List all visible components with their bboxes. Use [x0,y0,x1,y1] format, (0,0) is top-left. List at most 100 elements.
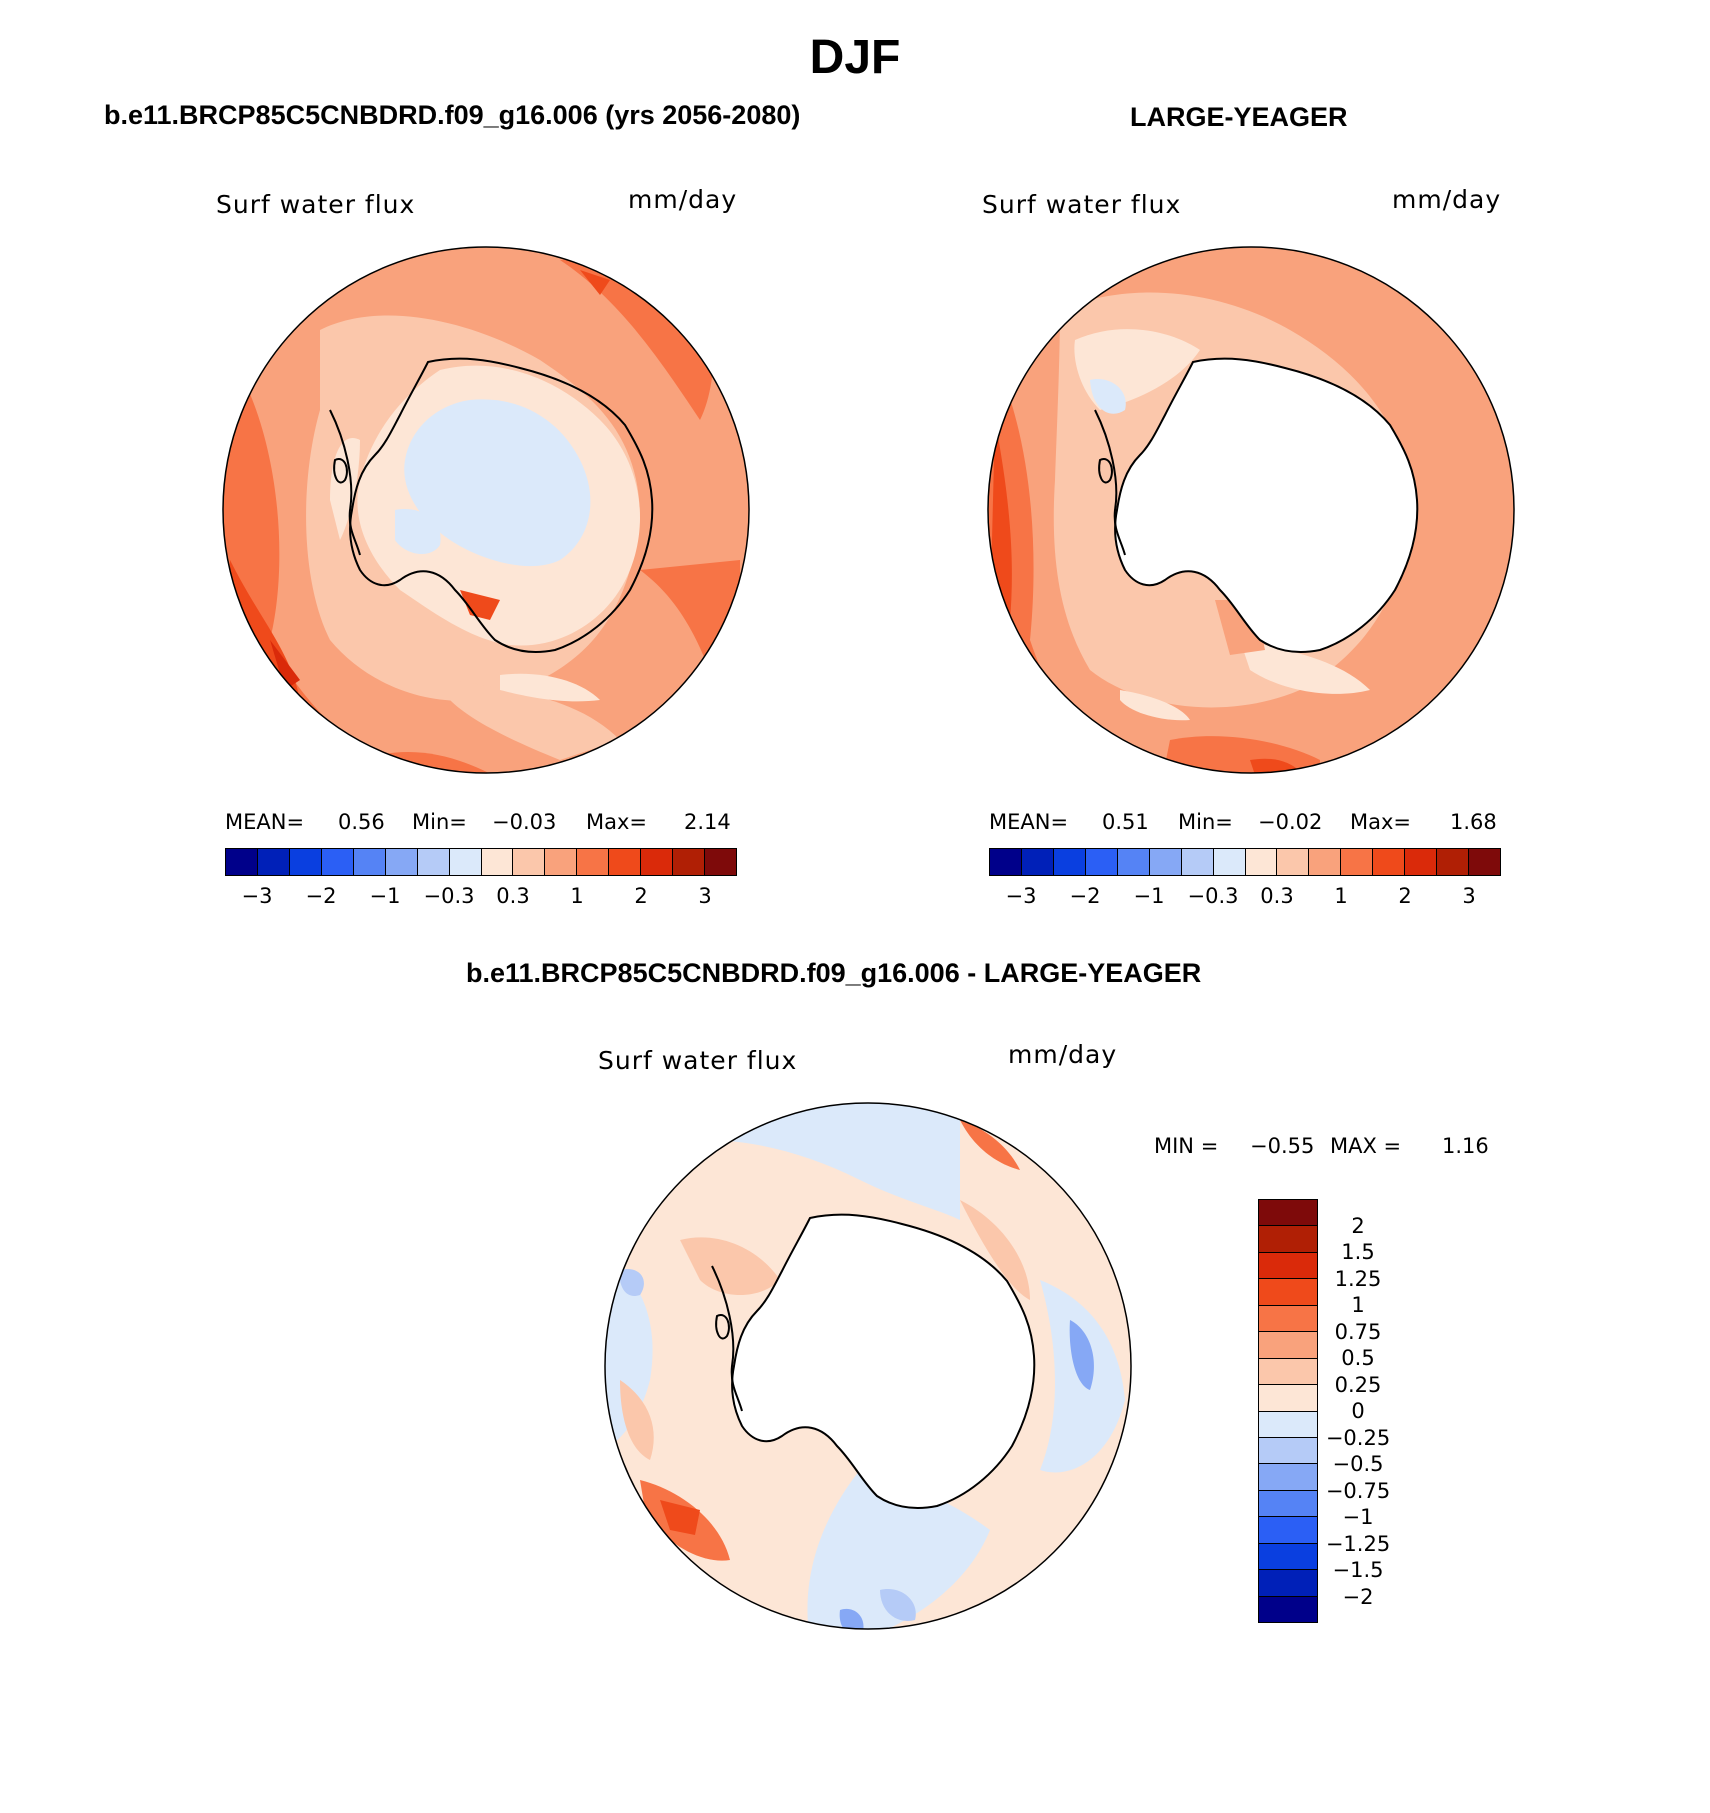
panel-3-colorbar-swatch [1259,1226,1317,1253]
panel-2-title: LARGE-YEAGER [1130,102,1348,132]
panel-1-colorbar-swatch [353,849,386,875]
panel-1-min-label: Min= [412,810,467,834]
panel-1-colorbar-tick-label: −2 [305,884,337,908]
panel-3-colorbar-tick-label: −0.75 [1325,1478,1391,1503]
panel-3-colorbar-tick-label: 0.25 [1334,1372,1382,1397]
panel-3-colorbar-swatch [1259,1252,1317,1280]
panel-1-max-value: 2.14 [684,810,731,834]
panel-3-colorbar-swatch [1259,1332,1317,1359]
panel-1-mean-value: 0.56 [338,810,385,834]
panel-1-colorbar-tick-label: −1 [369,884,401,908]
panel-3-colorbar [1258,1199,1318,1623]
panel-3-colorbar-tick-label: 1 [1351,1293,1365,1317]
panel-1-variable-label: Surf water flux [216,190,416,219]
panel-3-colorbar-swatch [1259,1385,1317,1412]
panel-3-max-value: 1.16 [1442,1134,1489,1158]
panel-2-colorbar-tick-label: 3 [1462,884,1476,908]
panel-1-mean-label: MEAN= [225,810,305,834]
panel-3-colorbar-swatch [1259,1543,1317,1571]
panel-3-colorbar-swatch [1259,1279,1317,1306]
panel-2-colorbar-swatch [1309,849,1342,875]
panel-3-title: b.e11.BRCP85C5CNBDRD.f09_g16.006 - LARGE… [466,958,1202,988]
panel-2-colorbar-swatch [1021,849,1054,875]
panel-1-colorbar-swatch [481,849,514,875]
panel-1-colorbar-swatch [289,849,322,875]
panel-1-colorbar-tick-label: 3 [698,884,712,908]
panel-1-colorbar-swatch [673,849,706,875]
panel-2-colorbar-swatch [1437,849,1470,875]
panel-2-colorbar-swatch [1213,849,1246,875]
panel-2-map-boundary [987,246,1515,774]
panel-3-min-value: −0.55 [1250,1134,1315,1158]
panel-3-colorbar-swatch [1259,1411,1317,1438]
panel-1-colorbar-tick-label: −3 [241,884,273,908]
panel-1-colorbar-swatch [705,849,736,875]
season-title: DJF [809,31,901,84]
panel-3-colorbar-tick-label: −2 [1342,1584,1374,1609]
panel-3-colorbar-swatch [1259,1358,1317,1386]
panel-2-max-value: 1.68 [1450,810,1497,834]
panel-1-colorbar-swatch [449,849,482,875]
panel-2-max-label: Max= [1350,810,1412,834]
panel-3-colorbar-swatch [1259,1596,1317,1622]
panel-1-min-value: −0.03 [492,810,557,834]
panel-3-min-label: MIN = [1154,1134,1219,1158]
panel-3-colorbar-swatch [1259,1490,1317,1518]
panel-2-colorbar-swatch [1405,849,1438,875]
panel-2-mean-label: MEAN= [989,810,1069,834]
panel-1-colorbar-tick-label: 1 [570,884,584,908]
panel-2-field [988,247,1514,773]
panel-1-peninsula-coast [329,409,361,556]
panel-2-colorbar-swatch [1149,849,1182,875]
panel-3-colorbar-swatch [1259,1464,1317,1491]
panel-1-colorbar-swatch [226,849,258,875]
panel-3-colorbar-tick-label: 0.5 [1341,1346,1375,1370]
panel-1-colorbar-tick-label: −0.3 [423,884,475,908]
panel-1-field [223,247,749,773]
panel-3-colorbar-tick-label: 0 [1351,1399,1365,1423]
panel-1-colorbar-swatch [417,849,450,875]
panel-3-variable-label: Surf water flux [598,1046,798,1075]
panel-2-colorbar-swatch [1373,849,1406,875]
panel-1-colorbar-swatch [321,849,354,875]
panel-3-colorbar-tick-label: −1 [1342,1505,1374,1529]
panel-2-colorbar-swatch [1117,849,1150,875]
panel-1-colorbar-swatch [257,849,290,875]
panel-3-colorbar-swatch [1259,1437,1317,1465]
panel-3-colorbar-tick-label: 0.75 [1334,1319,1382,1344]
panel-3-colorbar-tick-label: −1.5 [1332,1558,1384,1582]
panel-3-map-boundary [604,1102,1132,1630]
panel-2-peninsula-coast [1094,409,1126,556]
panel-2-antarctica-coast [1114,357,1419,653]
panel-3-colorbar-tick-label: −0.25 [1325,1425,1391,1450]
panel-2-colorbar-swatch [1181,849,1214,875]
panel-3-units-label: mm/day [1008,1040,1118,1069]
panel-1-max-label: Max= [586,810,648,834]
panel-3-antarctica-coast [731,1213,1036,1509]
panel-2-variable-label: Surf water flux [982,190,1182,219]
panel-1-colorbar-swatch [545,849,578,875]
panel-3-peninsula-coast [711,1265,743,1412]
panel-1-title: b.e11.BRCP85C5CNBDRD.f09_g16.006 (yrs 20… [104,100,801,130]
panel-2-colorbar-tick-label: −0.3 [1187,884,1239,908]
panel-2-colorbar-tick-label: −3 [1005,884,1037,908]
panel-1-colorbar-swatch [609,849,642,875]
panel-1-colorbar-swatch [641,849,674,875]
panel-3-ross-ice-shelf [715,1314,730,1340]
panel-1-colorbar-swatch [385,849,418,875]
panel-2-colorbar-swatch [1053,849,1086,875]
panel-2-min-value: −0.02 [1258,810,1323,834]
panel-3-colorbar-tick-label: −1.25 [1325,1531,1391,1556]
panel-2-colorbar [989,848,1501,876]
panel-2-colorbar-swatch [1469,849,1500,875]
panel-1-antarctica-coast [349,357,654,653]
panel-2-mean-value: 0.51 [1102,810,1149,834]
panel-2-colorbar-swatch [1341,849,1374,875]
panel-2-colorbar-tick-label: 0.3 [1260,884,1294,908]
panel-2-colorbar-swatch [1277,849,1310,875]
panel-1-ross-ice-shelf [333,458,348,484]
panel-1-colorbar-tick-label: 2 [634,884,648,908]
panel-3-colorbar-swatch [1259,1517,1317,1544]
panel-2-colorbar-tick-label: −1 [1133,884,1165,908]
panel-3-colorbar-swatch [1259,1570,1317,1597]
